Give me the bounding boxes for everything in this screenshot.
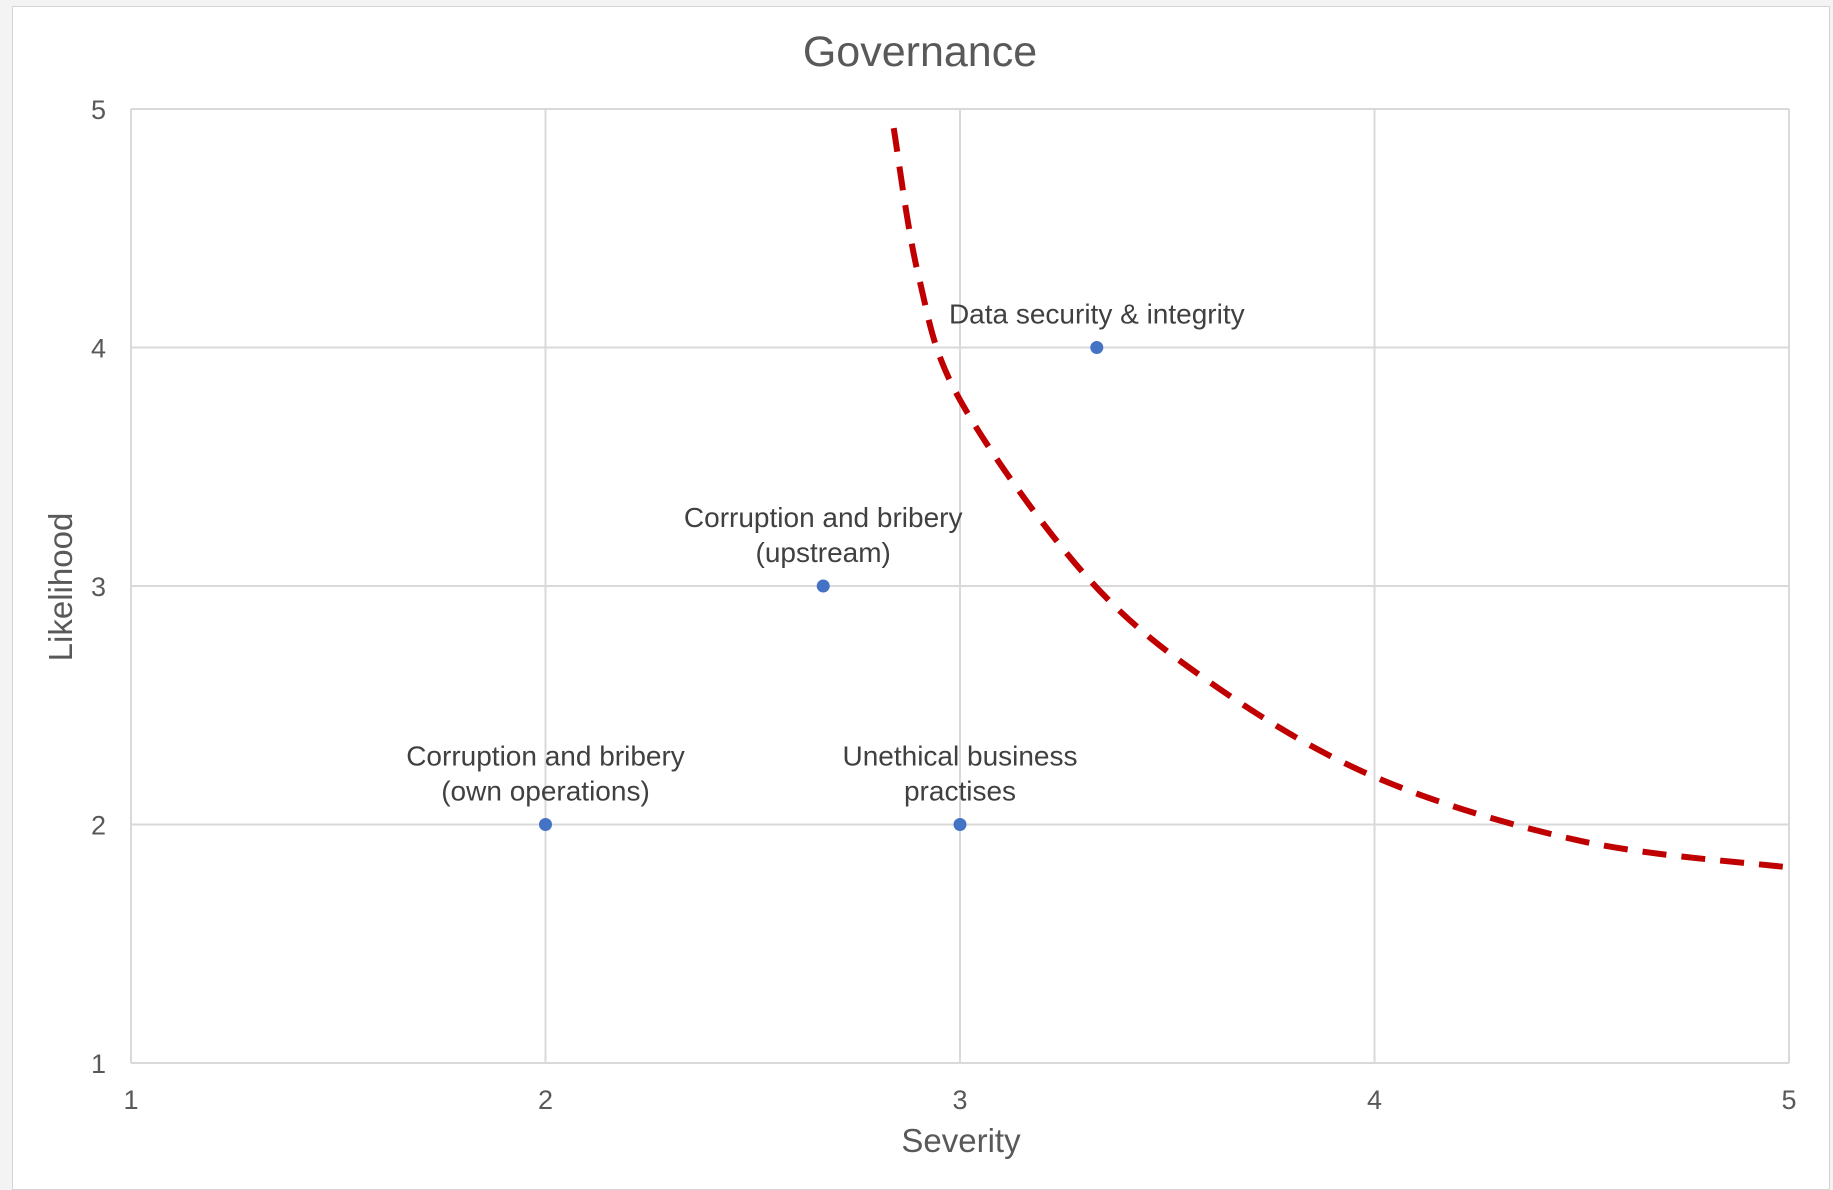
data-label-line: (own operations): [441, 776, 650, 807]
grid: [130, 108, 1790, 1064]
data-point: [539, 818, 552, 831]
data-label-line: Data security & integrity: [949, 299, 1245, 330]
y-axis-title: Likelihood: [42, 513, 79, 662]
x-tick-label: 4: [1367, 1085, 1382, 1115]
x-tick-label: 1: [123, 1085, 138, 1115]
data-label: Corruption and bribery (upstream): [684, 502, 963, 568]
y-tick-label: 5: [91, 95, 106, 125]
data-label-line: Corruption and bribery: [406, 741, 685, 772]
data-label: Unethical business practises: [842, 741, 1077, 807]
data-label-line: (upstream): [756, 537, 891, 568]
y-tick-label: 1: [91, 1049, 106, 1079]
x-tick-label: 5: [1781, 1085, 1796, 1115]
data-label: Data security & integrity: [949, 299, 1245, 330]
tick-labels: 1 2 3 4 5 1 2 3 4 5: [91, 95, 1797, 1115]
y-tick-label: 4: [91, 334, 106, 364]
data-point: [1090, 341, 1104, 354]
x-tick-label: 2: [538, 1085, 553, 1115]
chart-frame: [12, 6, 1830, 1190]
data-label-line: Corruption and bribery: [684, 502, 963, 533]
data-points: Data security & integrity Corruption and …: [406, 299, 1245, 831]
data-point: [816, 579, 830, 593]
x-tick-label: 3: [952, 1085, 967, 1115]
threshold-curve: [890, 127, 1790, 871]
data-label: Corruption and bribery (own operations): [406, 741, 685, 807]
data-point: [953, 818, 967, 831]
chart-title: Governance: [803, 28, 1037, 76]
x-axis-title: Severity: [901, 1122, 1021, 1159]
data-label-line: Unethical business: [842, 741, 1077, 772]
y-tick-label: 3: [91, 572, 106, 602]
y-tick-label: 2: [91, 811, 106, 841]
data-label-line: practises: [904, 776, 1016, 807]
